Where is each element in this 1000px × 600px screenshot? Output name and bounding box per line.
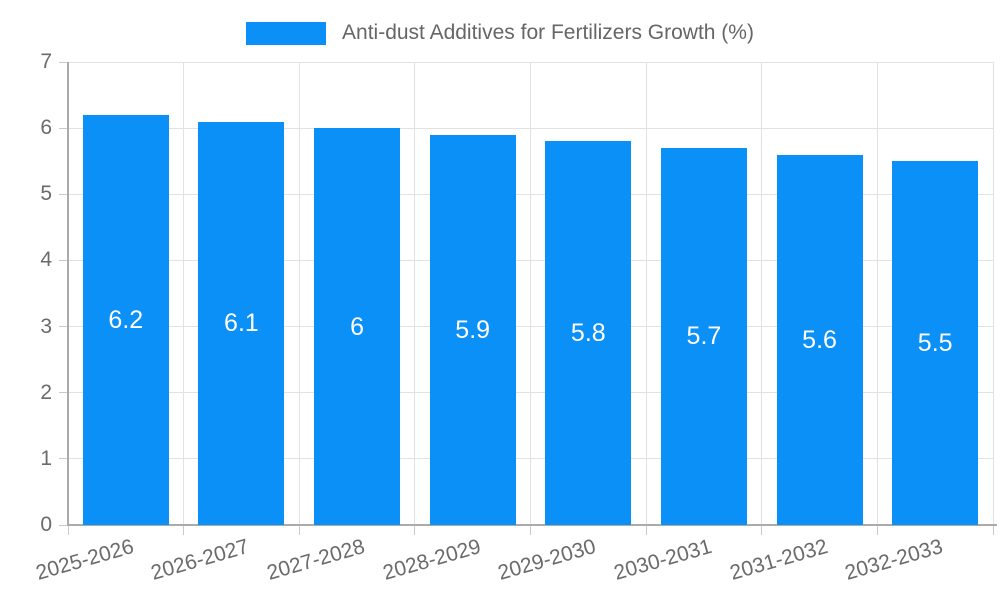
legend[interactable]: Anti-dust Additives for Fertilizers Grow… [0, 20, 1000, 46]
y-tick-label: 6 [40, 116, 52, 140]
bar-value-label: 6.2 [108, 305, 144, 334]
y-tick-mark [59, 524, 68, 526]
y-tick-label: 4 [40, 248, 52, 272]
v-gridline [298, 62, 300, 525]
bar[interactable] [892, 161, 979, 525]
y-tick-mark [59, 193, 68, 195]
bar[interactable] [776, 154, 863, 525]
v-gridline [761, 62, 763, 525]
y-tick-mark [59, 259, 68, 261]
x-tick-mark [414, 526, 416, 535]
x-tick-mark [876, 526, 878, 535]
bar-value-label: 6.1 [224, 309, 259, 338]
y-tick-mark [59, 392, 68, 394]
bar-value-label: 6 [350, 312, 365, 341]
bar[interactable] [545, 141, 632, 525]
y-tick-mark [59, 458, 68, 460]
legend-label: Anti-dust Additives for Fertilizers Grow… [342, 21, 754, 44]
bar-value-label: 5.7 [686, 322, 722, 351]
v-gridline [183, 62, 185, 525]
bar[interactable] [314, 128, 401, 525]
x-tick-mark [761, 526, 763, 535]
y-tick-label: 1 [40, 446, 52, 470]
legend-swatch [246, 21, 327, 45]
y-axis-line [67, 62, 69, 525]
v-gridline [530, 62, 531, 525]
x-tick-mark [183, 526, 185, 535]
y-tick-mark [59, 61, 68, 63]
bar[interactable] [429, 134, 516, 525]
x-tick-mark [530, 526, 531, 535]
bar[interactable] [660, 147, 747, 525]
x-tick-mark [645, 526, 647, 535]
bar-value-label: 5.8 [570, 319, 606, 348]
v-gridline [414, 62, 416, 525]
y-tick-label: 5 [40, 182, 52, 206]
bar-value-label: 5.5 [917, 329, 953, 358]
y-tick-label: 2 [40, 380, 52, 404]
v-gridline [992, 62, 994, 525]
v-gridline [876, 62, 878, 525]
y-tick-label: 3 [40, 314, 52, 338]
bar[interactable] [82, 114, 169, 525]
y-tick-label: 7 [40, 50, 52, 73]
x-tick-mark [67, 526, 69, 535]
x-axis-line [67, 524, 997, 526]
bar-value-label: 5.9 [455, 315, 491, 344]
x-tick-mark [992, 526, 994, 535]
v-gridline [645, 62, 647, 525]
y-tick-mark [59, 326, 68, 328]
bar-value-label: 5.6 [802, 325, 837, 354]
bar[interactable] [198, 121, 285, 525]
y-tick-mark [59, 127, 68, 129]
y-tick-label: 0 [40, 513, 52, 536]
x-tick-mark [298, 526, 300, 535]
